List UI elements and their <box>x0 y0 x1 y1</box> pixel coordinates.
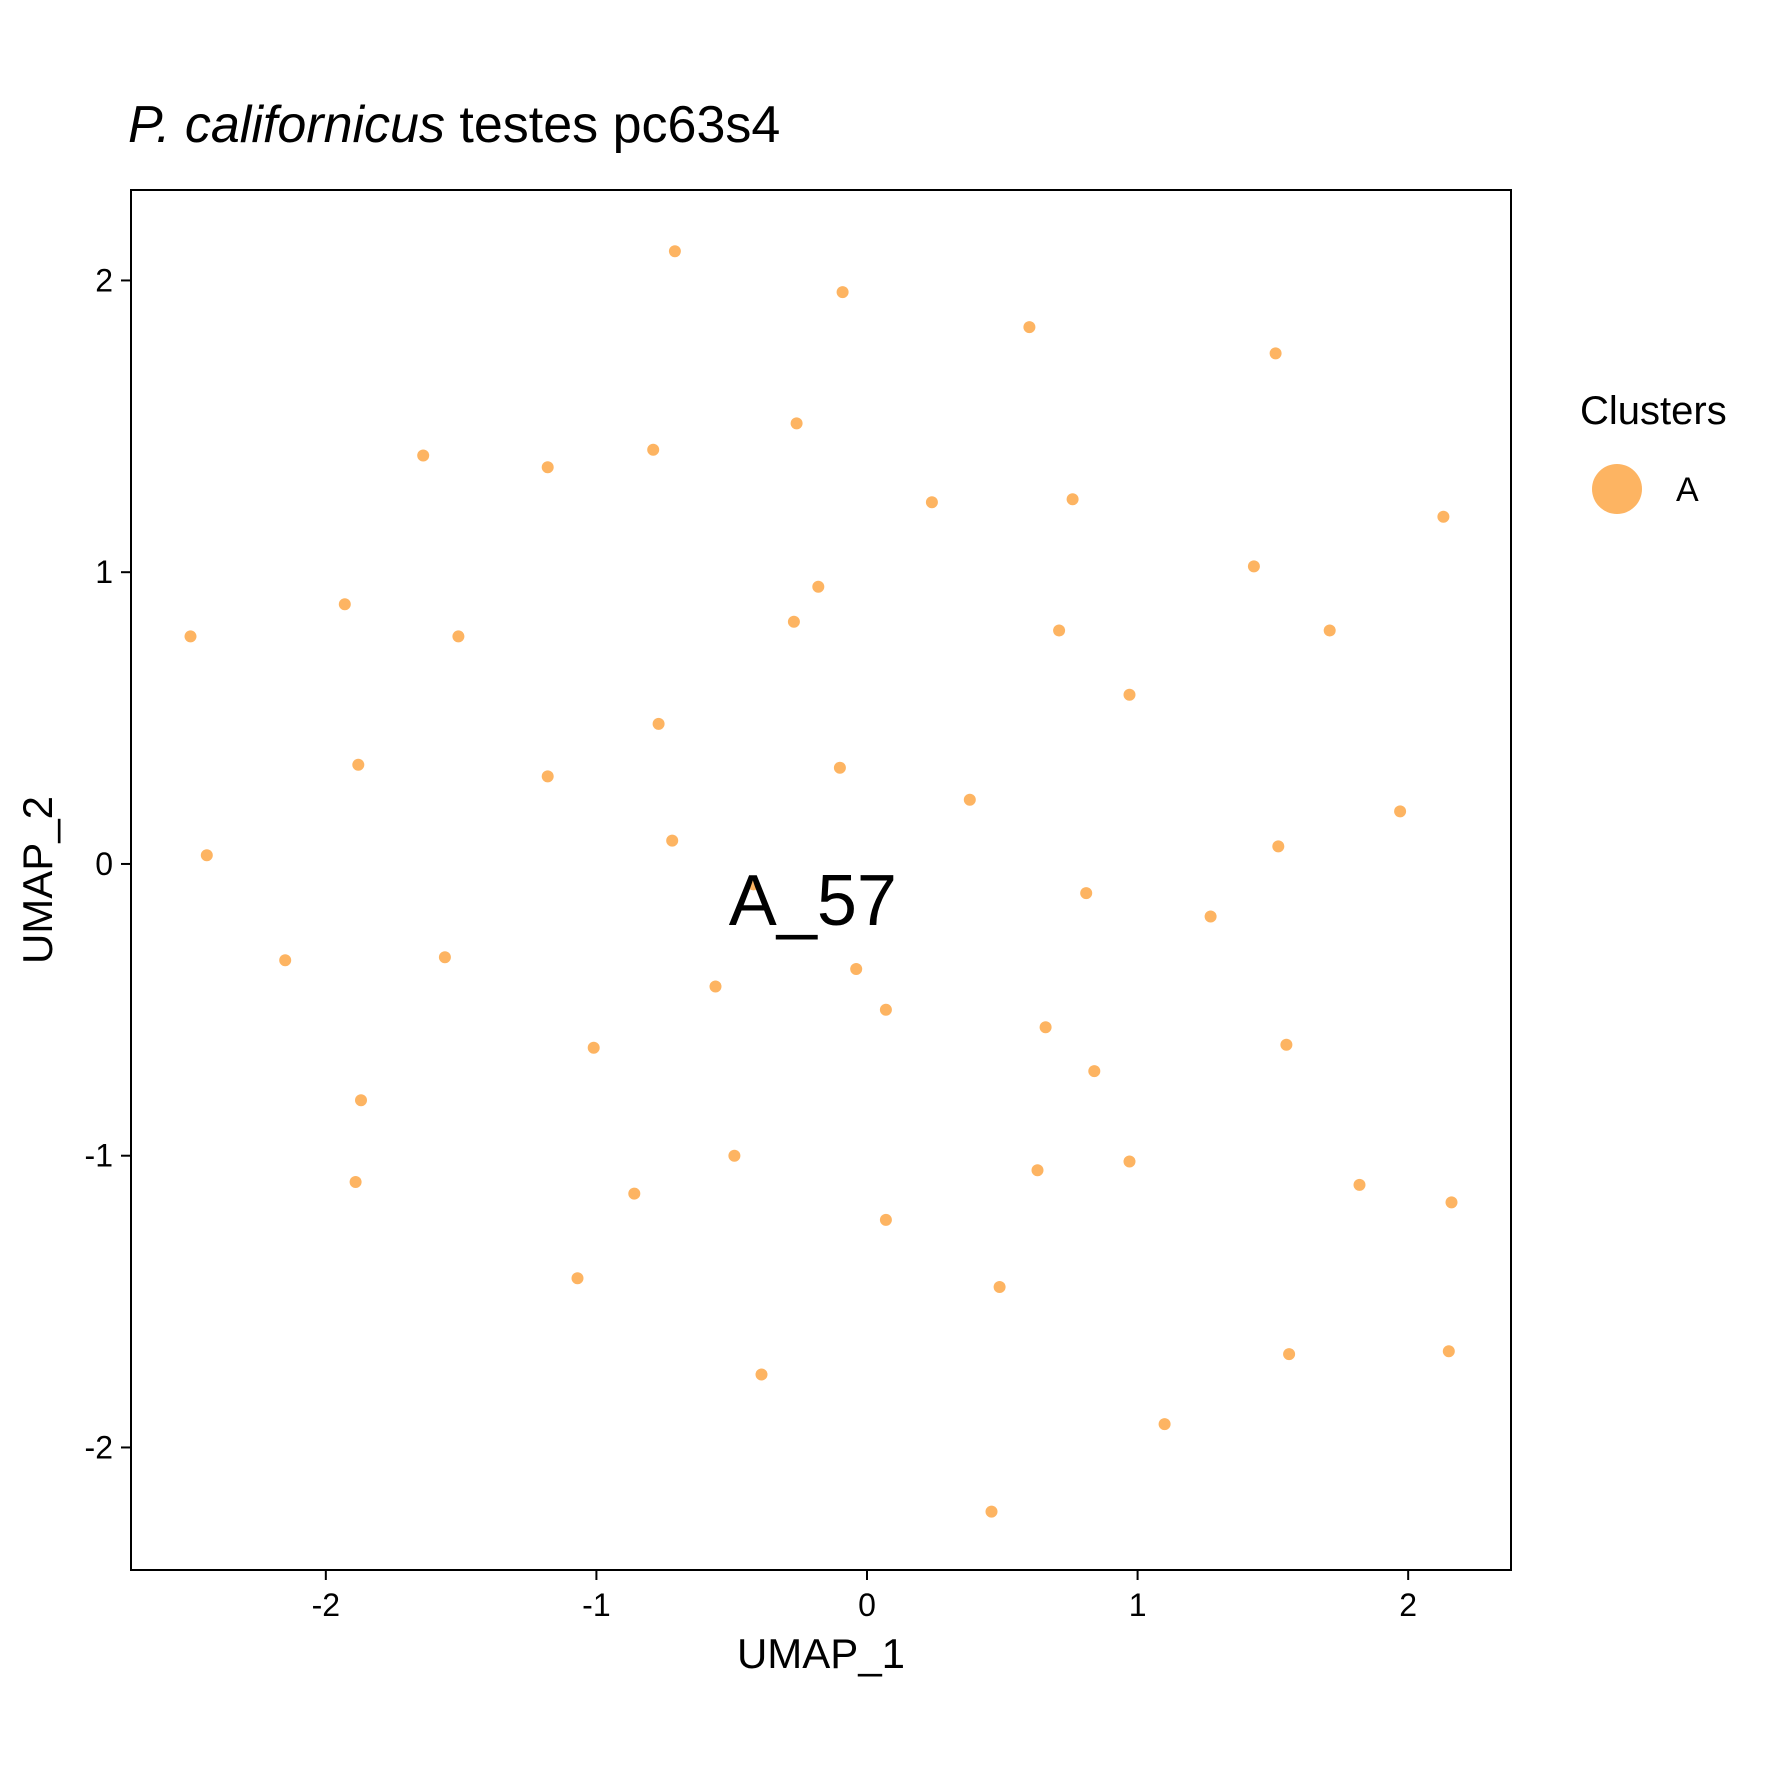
data-point <box>985 1505 998 1518</box>
data-point <box>755 1368 768 1381</box>
data-point <box>438 951 451 964</box>
data-point <box>349 1176 362 1188</box>
data-point <box>587 1041 600 1054</box>
y-axis: -2 -1 0 1 2 <box>85 262 131 1465</box>
data-point <box>879 1213 892 1226</box>
data-point <box>709 980 722 993</box>
data-point <box>541 770 554 783</box>
data-point <box>1247 560 1260 573</box>
data-point <box>1123 688 1136 701</box>
data-point <box>1394 805 1407 818</box>
data-point <box>541 461 554 474</box>
data-point <box>1283 1348 1296 1361</box>
data-point <box>1445 1196 1458 1209</box>
legend-label: A <box>1676 471 1699 509</box>
data-point <box>790 417 803 430</box>
data-point <box>200 849 213 862</box>
data-point <box>1437 510 1450 523</box>
data-point <box>1023 321 1036 334</box>
data-point <box>787 615 800 628</box>
data-point <box>1080 887 1093 900</box>
data-point <box>452 630 465 643</box>
annotations-layer: A_57 <box>729 861 897 941</box>
data-point <box>747 878 760 891</box>
plot-title-rest: testes pc63s4 <box>445 96 780 154</box>
data-point <box>1323 624 1336 637</box>
data-point <box>1353 1178 1366 1191</box>
data-point <box>850 963 863 975</box>
data-point <box>628 1187 641 1200</box>
data-point <box>1280 1038 1293 1051</box>
cluster-label: A_57 <box>729 861 897 941</box>
y-tick-label: 1 <box>95 554 113 590</box>
data-point <box>1053 624 1066 637</box>
data-point <box>963 793 976 806</box>
y-tick-label: 0 <box>95 846 113 882</box>
data-point <box>993 1281 1006 1293</box>
plot-panel-border <box>130 189 1512 1571</box>
data-point <box>1272 840 1285 853</box>
x-tick-label: -1 <box>582 1587 610 1623</box>
data-point <box>1066 493 1079 506</box>
data-point <box>355 1094 367 1107</box>
legend-entries: A <box>1592 464 1699 514</box>
data-point <box>184 630 197 643</box>
data-point <box>1269 347 1282 360</box>
data-point <box>571 1272 584 1285</box>
plot-title: P. californicus testes pc63s4 <box>128 96 780 154</box>
data-point <box>338 598 351 611</box>
data-point <box>925 496 938 509</box>
data-point <box>647 443 660 456</box>
data-point <box>1442 1345 1455 1358</box>
legend: Clusters A <box>1580 389 1727 514</box>
plot-title-italic: P. californicus <box>128 96 445 154</box>
data-point <box>652 717 665 730</box>
y-tick-label: -1 <box>85 1138 113 1174</box>
data-point <box>668 245 681 258</box>
x-axis: -2 -1 0 1 2 <box>312 1570 1417 1623</box>
data-point <box>812 580 825 593</box>
data-point <box>728 1149 741 1162</box>
data-point <box>352 758 365 771</box>
data-point <box>1039 1021 1052 1034</box>
legend-title: Clusters <box>1580 389 1727 433</box>
x-tick-label: 1 <box>1129 1587 1147 1623</box>
data-point <box>279 954 292 967</box>
x-axis-title: UMAP_1 <box>737 1630 905 1677</box>
points-layer <box>184 245 1458 1518</box>
x-tick-label: 2 <box>1399 1587 1417 1623</box>
data-point <box>1031 1164 1044 1177</box>
legend-key <box>1592 464 1642 514</box>
x-tick-label: -2 <box>312 1587 340 1623</box>
x-tick-label: 0 <box>858 1587 876 1623</box>
y-axis-title: UMAP_2 <box>14 796 61 964</box>
data-point <box>417 449 430 462</box>
data-point <box>1088 1065 1101 1078</box>
data-point <box>879 1003 892 1016</box>
y-tick-label: 2 <box>95 262 113 298</box>
data-point <box>833 761 846 774</box>
data-point <box>1204 910 1217 923</box>
y-tick-label: -2 <box>85 1429 113 1465</box>
data-point <box>666 834 679 847</box>
data-point <box>1123 1155 1136 1168</box>
data-point <box>1158 1418 1171 1431</box>
data-point <box>836 286 849 299</box>
